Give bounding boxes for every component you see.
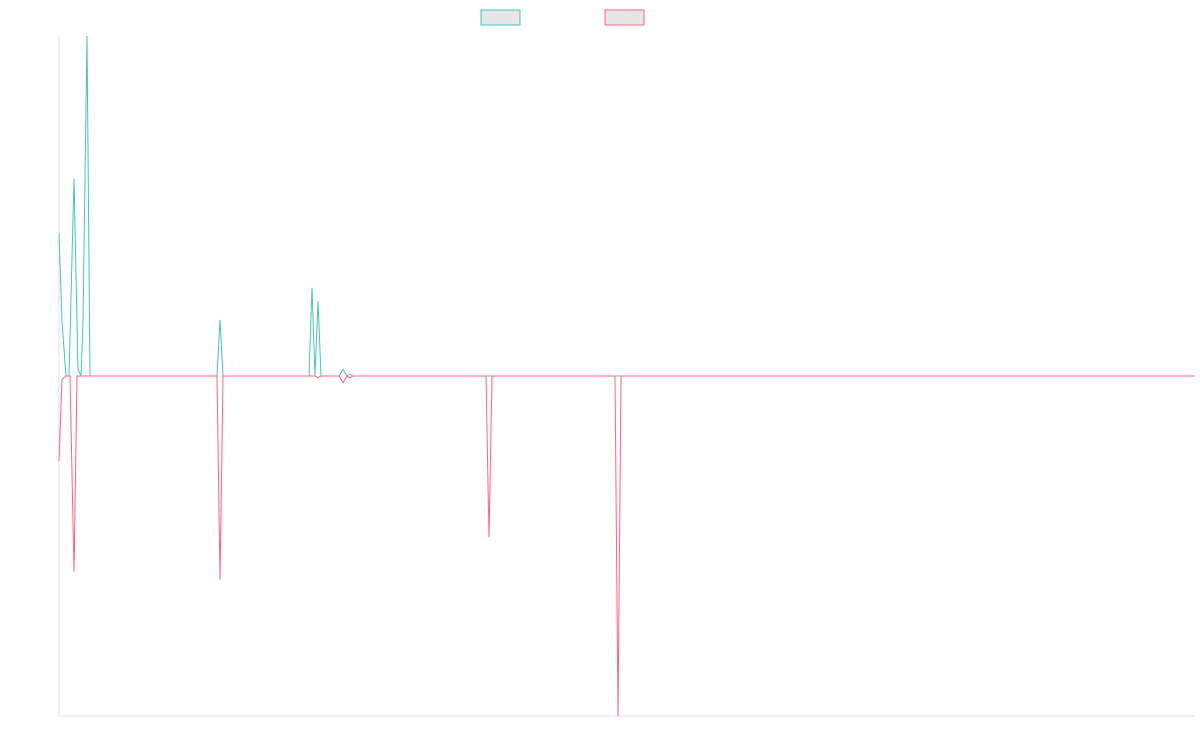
series-layer — [58, 35, 1195, 717]
legend-swatch-2[interactable] — [604, 9, 645, 26]
legend-item-1[interactable] — [480, 9, 521, 26]
legend-swatch-1[interactable] — [480, 9, 521, 26]
series-line-2 — [58, 375, 1195, 717]
series-line-1 — [58, 35, 1195, 377]
legend[interactable] — [480, 9, 645, 26]
legend-item-2[interactable] — [604, 9, 645, 26]
axes — [58, 36, 1195, 717]
